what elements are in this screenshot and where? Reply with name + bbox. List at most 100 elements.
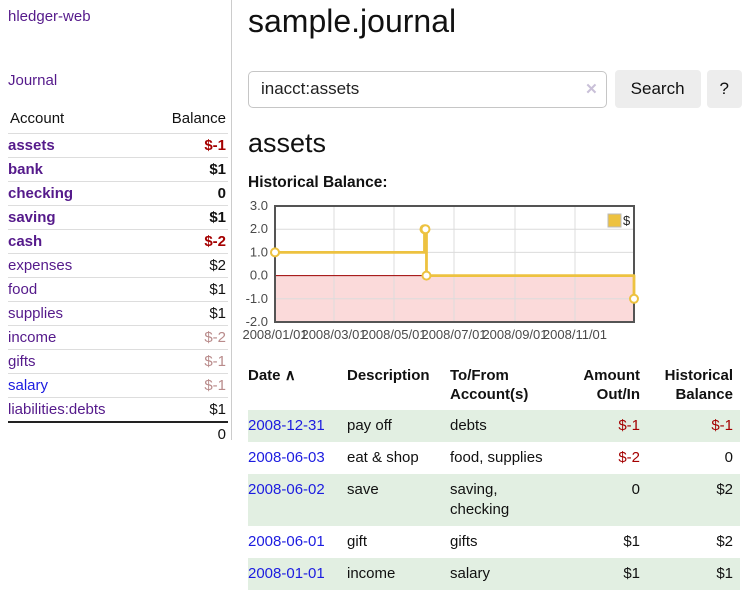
- chart-legend-label: $: [623, 213, 631, 228]
- transaction-date-link[interactable]: 2008-06-01: [248, 533, 325, 550]
- accounts-header-account: Account: [10, 110, 65, 127]
- account-row: food $1: [8, 277, 228, 302]
- accounts-total-row: 0: [8, 422, 228, 446]
- account-balance: $-2: [204, 233, 226, 250]
- account-row: saving $1: [8, 205, 228, 230]
- register-header-row: Date ∧ Description To/From Account(s) Am…: [248, 360, 740, 410]
- transaction-description: pay off: [347, 417, 392, 434]
- transaction-row[interactable]: 2008-06-01 gift gifts $1 $2: [248, 526, 740, 558]
- chart-ytick-label: 1.0: [250, 244, 268, 259]
- historical-balance-chart: $3.0 2.0 1.0 0.0 -1.0 -2.02008/01/012008/03/0…: [242, 198, 639, 342]
- transaction-accounts: saving, checking: [450, 481, 510, 518]
- main-content: sample.journal ✕ Search ? assets Histori…: [242, 0, 742, 590]
- clear-search-icon[interactable]: ✕: [585, 80, 598, 98]
- account-balance: $1: [209, 305, 226, 322]
- chart-xtick-label: 2008/11/01: [543, 327, 607, 342]
- account-row: liabilities:debts $1: [8, 397, 228, 423]
- transaction-accounts: food, supplies: [450, 449, 543, 466]
- account-row: expenses $2: [8, 253, 228, 278]
- account-link[interactable]: cash: [8, 233, 43, 250]
- account-link[interactable]: saving: [8, 209, 56, 226]
- chart-xtick-label: 2008/03/01: [301, 327, 366, 342]
- search-form: ✕ Search ?: [248, 70, 742, 108]
- search-box: ✕: [248, 70, 607, 108]
- accounts-total-value: 0: [217, 426, 226, 443]
- search-button[interactable]: Search: [614, 70, 701, 108]
- transaction-amount: $-2: [618, 449, 640, 466]
- transaction-accounts: salary: [450, 565, 491, 582]
- account-balance: $-1: [204, 377, 226, 394]
- chart-ytick-label: -1.0: [246, 291, 268, 306]
- register-table: Date ∧ Description To/From Account(s) Am…: [248, 360, 740, 590]
- chart-legend-swatch: [607, 213, 622, 228]
- transaction-row[interactable]: 2008-01-01 income salary $1 $1: [248, 558, 740, 590]
- transaction-description: income: [347, 565, 396, 582]
- transaction-row[interactable]: 2008-06-02 save saving, checking 0 $2: [248, 474, 740, 526]
- transaction-date-link[interactable]: 2008-06-02: [248, 481, 325, 498]
- account-link[interactable]: supplies: [8, 305, 64, 322]
- account-balance: $-1: [204, 353, 226, 370]
- account-link[interactable]: expenses: [8, 257, 73, 274]
- transaction-row[interactable]: 2008-12-31 pay off debts $-1 $-1: [248, 410, 740, 442]
- chart-xtick-label: 2008/05/01: [361, 327, 426, 342]
- transaction-date-link[interactable]: 2008-01-01: [248, 565, 325, 582]
- chart-xtick-label: 2008/01/01: [242, 327, 307, 342]
- account-link[interactable]: assets: [8, 137, 55, 154]
- page-title: sample.journal: [248, 3, 457, 39]
- account-link[interactable]: bank: [8, 161, 44, 178]
- transaction-balance: $2: [716, 533, 733, 550]
- transaction-balance: $1: [716, 565, 733, 582]
- account-balance: $2: [209, 257, 226, 274]
- account-balance: $1: [209, 209, 226, 226]
- transaction-row[interactable]: 2008-06-03 eat & shop food, supplies $-2 0: [248, 442, 740, 474]
- account-heading: assets: [248, 128, 327, 158]
- transaction-description: save: [347, 481, 379, 498]
- transaction-description: eat & shop: [347, 449, 419, 466]
- transaction-amount: $-1: [618, 417, 640, 434]
- transaction-description: gift: [347, 533, 368, 550]
- transaction-amount: $1: [623, 533, 640, 550]
- transaction-amount: 0: [631, 481, 640, 498]
- chart-container: $3.0 2.0 1.0 0.0 -1.0 -2.0 2008/01/01 2008/03/0…: [242, 198, 742, 346]
- search-input[interactable]: [248, 70, 607, 108]
- account-row: salary $-1: [8, 373, 228, 398]
- account-row: gifts $-1: [8, 349, 228, 374]
- account-row: income $-2: [8, 325, 228, 350]
- chart-point-marker: [270, 247, 280, 258]
- account-row: assets $-1: [8, 133, 228, 158]
- account-link[interactable]: liabilities:debts: [8, 401, 106, 418]
- accounts-header-balance: Balance: [171, 110, 226, 127]
- account-row: checking 0: [8, 181, 228, 206]
- sidebar-item-journal[interactable]: Journal: [8, 72, 58, 89]
- account-link[interactable]: income: [8, 329, 57, 346]
- account-balance: $1: [209, 401, 226, 418]
- transaction-accounts: gifts: [450, 533, 478, 550]
- accounts-header-row: Account Balance: [8, 108, 228, 134]
- transaction-date-link[interactable]: 2008-12-31: [248, 417, 325, 434]
- account-row: bank $1: [8, 157, 228, 182]
- sidebar: hledger-web Journal Account Balance asse…: [0, 0, 231, 446]
- account-balance: $1: [209, 161, 226, 178]
- account-link[interactable]: gifts: [8, 353, 36, 370]
- chart-xtick-label: 2008/07/01: [421, 327, 486, 342]
- help-button[interactable]: ?: [706, 70, 742, 108]
- chart-point-marker: [629, 293, 639, 304]
- chart-border: [274, 205, 635, 323]
- app-title: hledger-web: [8, 8, 231, 26]
- account-link[interactable]: salary: [8, 377, 49, 394]
- register-header-date[interactable]: Date ∧: [248, 367, 296, 384]
- accounts-table: Account Balance assets $-1 bank $1 checking 0…: [8, 108, 228, 446]
- register-header-accounts: To/From Account(s): [450, 367, 529, 403]
- account-link[interactable]: food: [8, 281, 38, 298]
- chart-xtick-label: 2008/09/01: [482, 327, 547, 342]
- account-link[interactable]: checking: [8, 185, 74, 202]
- account-row: cash $-2: [8, 229, 228, 254]
- account-balance: 0: [217, 185, 226, 202]
- transaction-date-link[interactable]: 2008-06-03: [248, 449, 325, 466]
- account-balance: $-1: [204, 137, 226, 154]
- sidebar-nav: Journal: [8, 72, 231, 90]
- register-header-balance: Historical Balance: [664, 367, 733, 403]
- transaction-amount: $1: [623, 565, 640, 582]
- app-title-link[interactable]: hledger-web: [8, 8, 91, 25]
- transaction-balance: $-1: [711, 417, 733, 434]
